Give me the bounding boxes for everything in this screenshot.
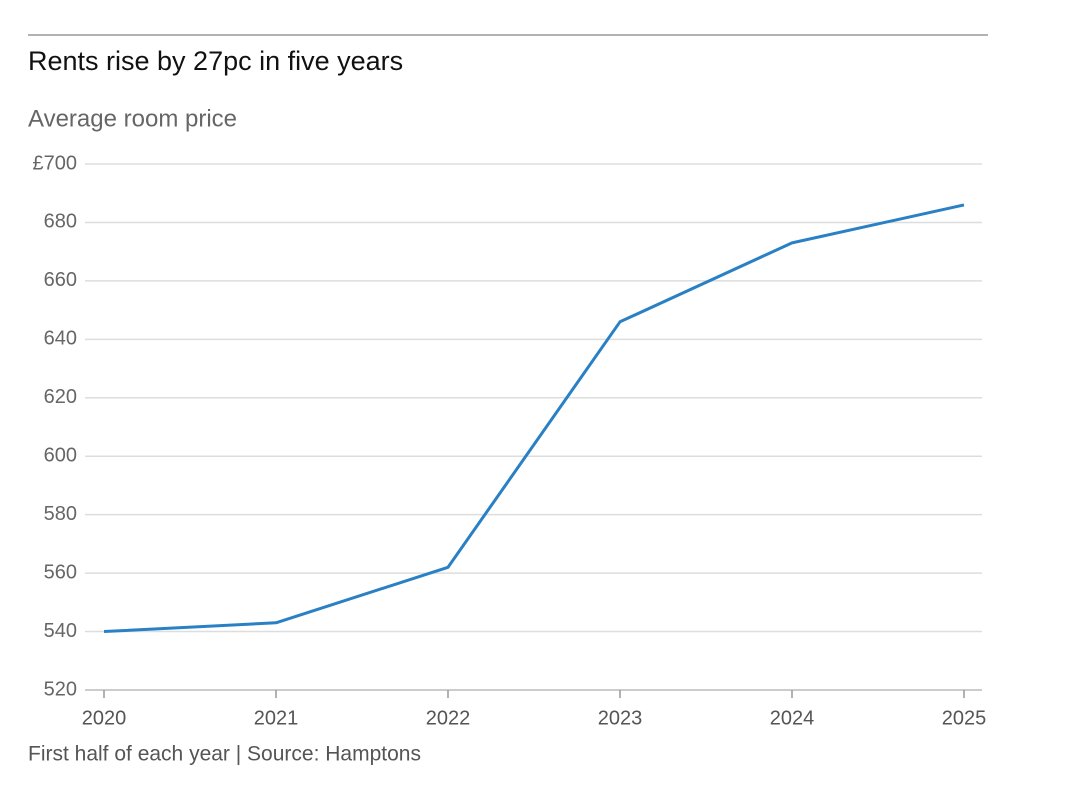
- x-tick-label: 2021: [254, 707, 299, 729]
- y-tick-label: 680: [44, 211, 77, 233]
- data-line: [103, 203, 965, 634]
- y-tick-label: 600: [44, 445, 77, 467]
- y-tick-label: £700: [33, 152, 78, 174]
- y-tick-label: 660: [44, 269, 77, 291]
- y-tick-label: 520: [44, 678, 77, 700]
- chart-subtitle: Average room price: [28, 105, 237, 132]
- x-tick-label: 2022: [426, 707, 471, 729]
- x-tick-label: 2025: [942, 707, 987, 729]
- y-tick-label: 640: [44, 328, 77, 350]
- y-tick-label: 620: [44, 386, 77, 408]
- footnote: First half of each year | Source: Hampto…: [28, 743, 421, 766]
- y-tick-label: 580: [44, 503, 77, 525]
- y-tick-label: 540: [44, 620, 77, 642]
- x-tick-label: 2023: [598, 707, 643, 729]
- x-tick-label: 2024: [770, 707, 815, 729]
- x-tick-label: 2020: [82, 707, 127, 729]
- y-tick-label: 560: [44, 561, 77, 583]
- chart-title: Rents rise by 27pc in five years: [28, 46, 403, 76]
